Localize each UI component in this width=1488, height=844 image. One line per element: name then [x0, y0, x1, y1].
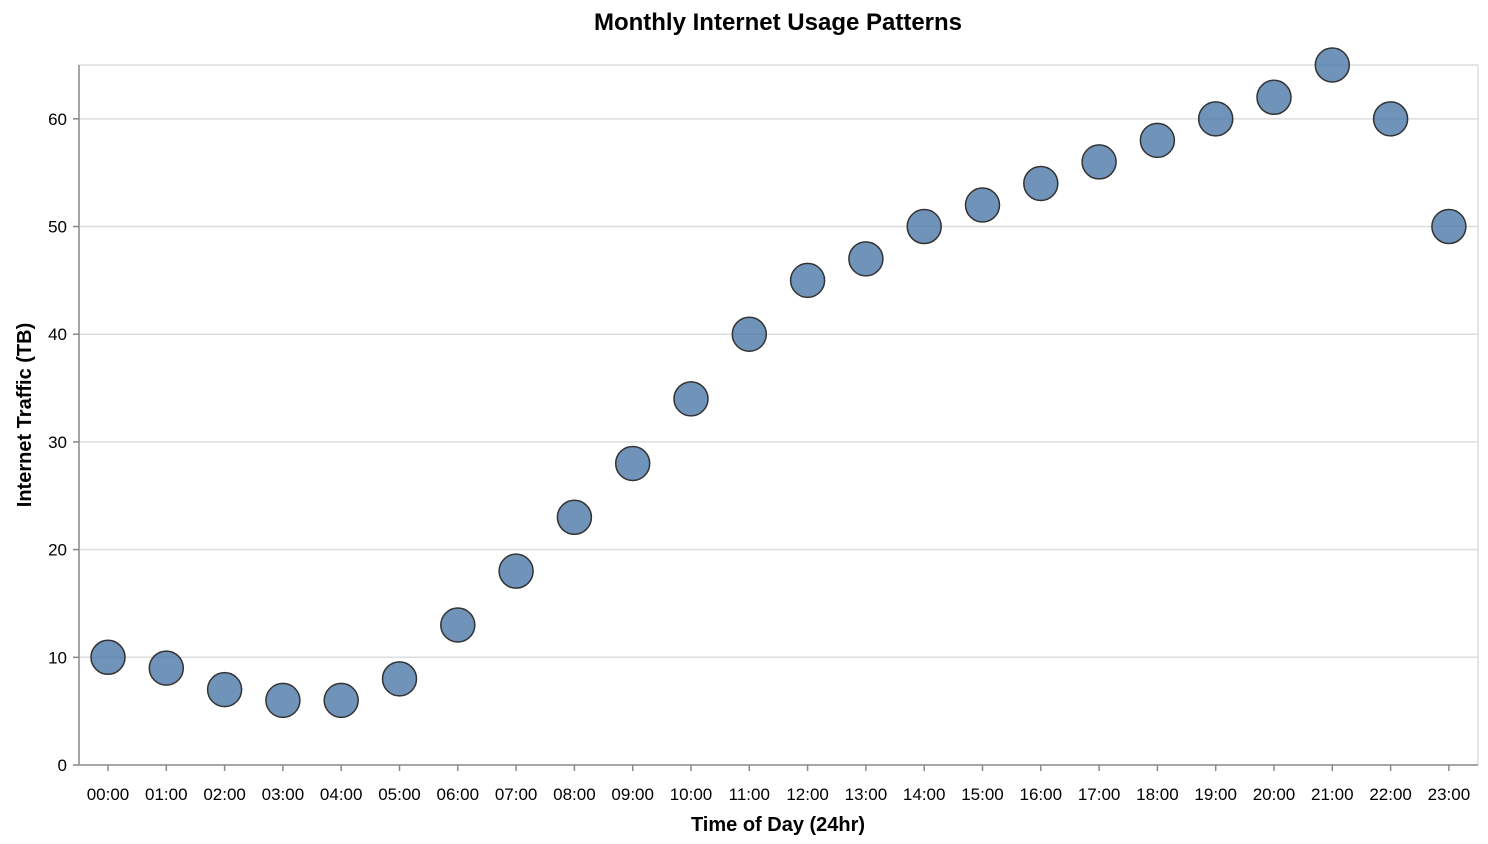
y-tick-label: 10 — [48, 648, 67, 667]
data-point[interactable] — [1023, 165, 1059, 202]
data-point[interactable] — [440, 607, 476, 643]
x-tick-label: 12:00 — [786, 785, 829, 804]
x-tick-label: 03:00 — [262, 785, 305, 804]
data-point[interactable] — [964, 187, 1001, 223]
data-point[interactable] — [731, 316, 768, 352]
data-point[interactable] — [206, 671, 243, 708]
y-tick-label: 50 — [48, 218, 67, 237]
y-tick-label: 20 — [48, 541, 67, 560]
data-point[interactable] — [1081, 144, 1117, 180]
data-point[interactable] — [90, 639, 126, 676]
y-tick-label: 30 — [48, 433, 67, 452]
x-tick-label: 21:00 — [1311, 785, 1354, 804]
data-point[interactable] — [1256, 79, 1292, 116]
data-point[interactable] — [1314, 47, 1351, 83]
data-point[interactable] — [614, 445, 651, 482]
x-tick-label: 22:00 — [1369, 785, 1412, 804]
y-tick-label: 60 — [48, 110, 67, 129]
data-point[interactable] — [556, 499, 593, 536]
x-tick-label: 18:00 — [1136, 785, 1179, 804]
data-point[interactable] — [673, 381, 709, 417]
x-tick-label: 00:00 — [87, 785, 130, 804]
axes: 0 10 20 30 40 50 60 00:00 01:00 02:00 03:00 04:00 05… — [48, 65, 1478, 804]
data-point[interactable] — [265, 682, 301, 719]
data-point[interactable] — [148, 650, 185, 686]
data-point[interactable] — [906, 208, 942, 245]
data-point[interactable] — [789, 262, 826, 299]
data-points — [90, 47, 1467, 719]
x-tick-label: 15:00 — [961, 785, 1004, 804]
x-tick-label: 20:00 — [1253, 785, 1296, 804]
x-tick-label: 08:00 — [553, 785, 596, 804]
y-tick-label: 0 — [58, 756, 67, 775]
gridlines — [79, 64, 1479, 765]
y-axis-title: Internet Traffic (TB) — [14, 323, 36, 507]
data-point[interactable] — [1431, 208, 1467, 245]
x-tick-label: 14:00 — [903, 785, 946, 804]
x-tick-label: 02:00 — [203, 785, 246, 804]
x-tick-label: 06:00 — [437, 785, 480, 804]
data-point[interactable] — [1139, 122, 1176, 159]
x-axis-title: Time of Day (24hr) — [691, 814, 865, 836]
x-tick-label: 05:00 — [378, 785, 421, 804]
chart-title: Monthly Internet Usage Patterns — [594, 9, 962, 36]
data-point[interactable] — [323, 682, 359, 719]
x-tick-label: 07:00 — [495, 785, 538, 804]
x-tick-label: 04:00 — [320, 785, 363, 804]
x-tick-label: 19:00 — [1194, 785, 1237, 804]
x-tick-label: 10:00 — [670, 785, 713, 804]
data-point[interactable] — [498, 553, 534, 589]
x-tick-label: 17:00 — [1078, 785, 1121, 804]
y-tick-label: 40 — [48, 325, 67, 344]
data-point[interactable] — [381, 661, 418, 697]
data-point[interactable] — [1197, 101, 1234, 137]
x-tick-label: 09:00 — [611, 785, 654, 804]
x-tick-label: 01:00 — [145, 785, 188, 804]
x-tick-label: 13:00 — [845, 785, 888, 804]
x-tick-label: 11:00 — [729, 785, 770, 804]
x-tick-label: 16:00 — [1020, 785, 1063, 804]
data-point[interactable] — [848, 241, 884, 277]
data-point[interactable] — [1372, 101, 1409, 137]
x-tick-label: 23:00 — [1428, 785, 1471, 804]
